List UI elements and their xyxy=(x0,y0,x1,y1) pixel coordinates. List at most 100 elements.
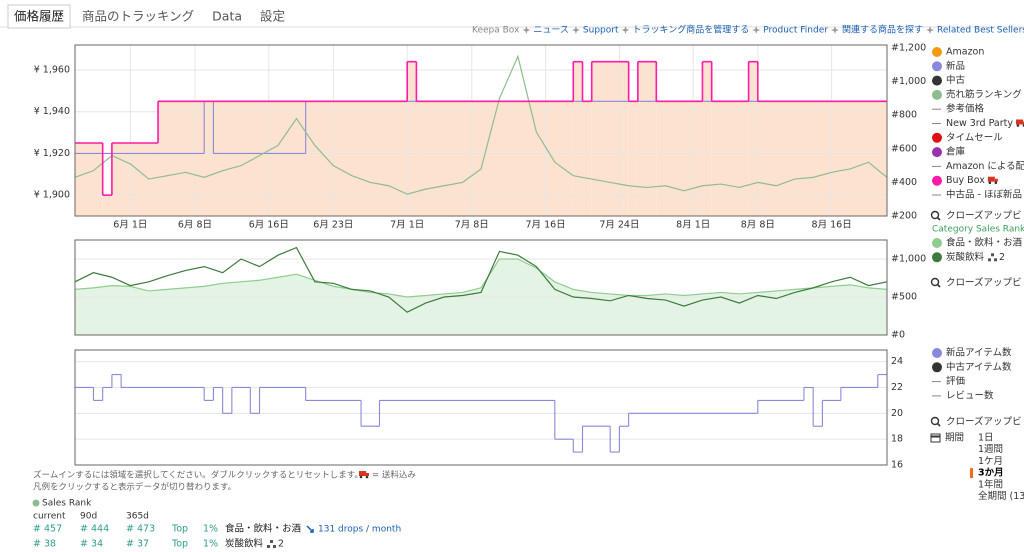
truck-icon xyxy=(1015,119,1023,125)
nav-link[interactable]: トラッキング商品を管理する xyxy=(633,24,750,36)
y-tick-label: ¥ 1,940 xyxy=(34,106,70,117)
nav-link[interactable]: Product Finder xyxy=(763,26,828,36)
legend-dot xyxy=(932,132,942,143)
truck-icon xyxy=(988,181,992,184)
period-option[interactable]: 1年間 xyxy=(978,478,1003,490)
period-option[interactable]: 3か月 xyxy=(978,468,1004,479)
legend-label: 新品アイテム数 xyxy=(946,347,1012,359)
legend-item[interactable]: 中古品 - ほぼ新品 xyxy=(932,189,1022,201)
closeup-button[interactable]: クローズアップビ xyxy=(946,210,1022,222)
plot-border xyxy=(74,239,888,336)
area-fill xyxy=(637,61,657,217)
area-fill xyxy=(702,61,712,217)
closeup-button[interactable]: クローズアップビ xyxy=(946,416,1022,428)
nav-link[interactable]: ニュース xyxy=(533,26,569,36)
hierarchy-icon xyxy=(273,545,277,548)
x-tick-label: 8月 8日 xyxy=(741,220,775,231)
legend-dot xyxy=(932,252,942,263)
y2-tick-label: #800 xyxy=(891,110,917,121)
legend-note: 凡例をクリックすると表示データが切り替わります。 xyxy=(33,482,236,493)
area-fill xyxy=(407,61,417,217)
legend-label: 食品・飲料・お酒 xyxy=(946,237,1023,249)
y2-tick-label: 22 xyxy=(891,382,903,393)
line-series xyxy=(74,258,888,298)
plot-border xyxy=(74,349,888,466)
legend-label: 炭酸飲料 xyxy=(946,251,985,263)
x-tick-label: 7月 8日 xyxy=(455,220,489,231)
line-series xyxy=(74,54,888,195)
legend-dot xyxy=(932,89,942,100)
legend-label: 中古品 - ほぼ新品 xyxy=(946,189,1022,201)
legend-item[interactable]: レビュー数 xyxy=(932,389,994,401)
legend-title: Category Sales Ranks xyxy=(932,225,1024,235)
y2-tick-label: #1,200 xyxy=(891,43,926,54)
legend-item[interactable]: タイムセール xyxy=(932,132,1003,143)
area-fill xyxy=(75,143,103,216)
legend-dot xyxy=(932,348,942,358)
magnifier-icon xyxy=(930,277,940,287)
column-header: current xyxy=(33,512,66,522)
hierarchy-icon xyxy=(267,545,271,548)
y-tick-label: ¥ 1,920 xyxy=(34,148,70,159)
legend-item[interactable]: 新品 xyxy=(932,60,965,72)
legend-item[interactable]: 参考価格 xyxy=(932,103,985,115)
hierarchy-icon xyxy=(270,540,274,543)
legend-item[interactable]: 倉庫 xyxy=(932,146,966,158)
y2-tick-label: #1,000 xyxy=(891,254,926,265)
truck-icon xyxy=(994,178,998,182)
magnifier-icon xyxy=(930,210,940,220)
tab[interactable]: Data xyxy=(212,9,242,24)
chart: ¥ 1,900 ¥ 1,920 ¥ 1,940 ¥ 1,960 #200 #400 #600… xyxy=(34,43,926,231)
period-option[interactable]: 1ケ月 xyxy=(978,456,1003,467)
legend-item[interactable]: New 3rd Party xyxy=(932,118,1024,129)
line-series xyxy=(74,246,888,313)
hierarchy-icon xyxy=(994,258,998,262)
legend-item[interactable]: 中古アイテム数 xyxy=(932,361,1012,373)
legend-item[interactable]: 食品・飲料・お酒 xyxy=(932,237,1023,249)
closeup-button[interactable]: クローズアップビ xyxy=(946,277,1022,289)
nav-link[interactable]: Related Best Sellers xyxy=(937,26,1024,36)
separator-icon xyxy=(621,26,630,34)
calendar-icon xyxy=(930,433,941,443)
tab[interactable]: 設定 xyxy=(260,9,285,24)
x-tick-label: 7月 1日 xyxy=(390,220,424,231)
legend-item[interactable]: Amazon による配 xyxy=(932,161,1024,172)
area-fill xyxy=(711,101,749,216)
y2-tick-label: 18 xyxy=(891,434,903,445)
legend-item[interactable]: Amazon xyxy=(932,47,984,58)
area-fill xyxy=(591,61,629,217)
y2-tick-label: #0 xyxy=(891,330,905,341)
legend-item[interactable]: 新品アイテム数 xyxy=(932,347,1012,359)
nav-link[interactable]: Support xyxy=(583,26,619,36)
truck-icon xyxy=(1016,124,1020,127)
nav-link[interactable]: Keepa Box xyxy=(472,26,520,36)
period-option[interactable]: 1日 xyxy=(978,433,994,444)
legend-item[interactable]: 売れ筋ランキング xyxy=(932,88,1022,100)
rank-cell: 1% xyxy=(203,524,218,535)
rank-category: 炭酸飲料 xyxy=(225,538,264,550)
tab[interactable]: 商品のトラッキング xyxy=(82,9,194,24)
area-fill xyxy=(102,195,112,216)
legend-item[interactable]: 評価 xyxy=(932,375,966,387)
legend-item[interactable]: 炭酸飲料 2 xyxy=(932,251,1005,263)
period-option[interactable]: 全期間 (135 xyxy=(978,490,1024,502)
legend-item[interactable]: Buy Box xyxy=(932,175,998,186)
legend-label: 参考価格 xyxy=(946,103,985,115)
period-option[interactable]: 1週間 xyxy=(978,443,1003,455)
legend-dot xyxy=(932,362,942,373)
tab[interactable]: 価格履歴 xyxy=(14,9,64,24)
separator-icon xyxy=(925,26,934,34)
zoom-note: ズームインするには領域を選択してください。ダブルクリックするとリセットします。 xyxy=(33,470,363,481)
hierarchy-icon xyxy=(988,258,992,262)
nav-link[interactable]: 関連する商品を探す xyxy=(842,24,923,36)
separator-icon xyxy=(571,26,580,34)
legend-label: New 3rd Party xyxy=(946,118,1013,129)
y2-tick-label: #200 xyxy=(891,211,917,222)
drops-link[interactable]: 131 drops / month xyxy=(318,525,401,535)
rank-cell: # 38 xyxy=(33,539,56,550)
area-fill xyxy=(158,101,408,216)
x-tick-label: 6月 16日 xyxy=(249,220,289,231)
legend-label: Buy Box xyxy=(946,175,985,186)
legend-item[interactable]: 中古 xyxy=(932,74,966,86)
